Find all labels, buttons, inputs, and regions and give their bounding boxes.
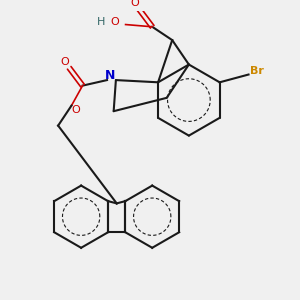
Text: Br: Br: [250, 66, 264, 76]
Text: O: O: [71, 105, 80, 115]
Text: H: H: [97, 17, 105, 27]
Text: O: O: [130, 0, 139, 8]
Text: O: O: [110, 17, 119, 27]
Text: O: O: [60, 57, 69, 67]
Text: N: N: [105, 69, 116, 82]
